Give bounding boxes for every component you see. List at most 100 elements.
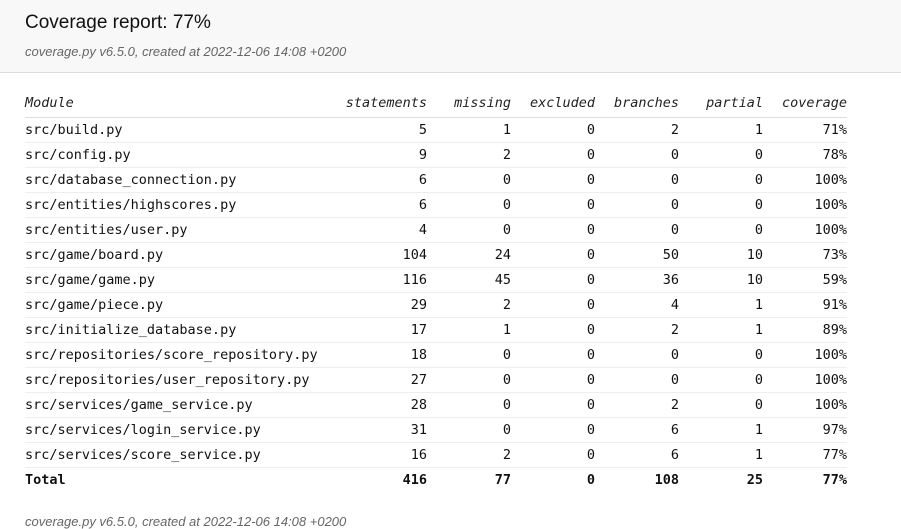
cell-partial: 1 <box>679 292 763 318</box>
total-missing: 77 <box>494 472 511 488</box>
coverage-table: Module statements missing excluded branches p… <box>25 89 847 492</box>
cell-missing: 0 <box>427 217 511 243</box>
cell-partial: 1 <box>679 317 763 343</box>
footer-meta: coverage.py v6.5.0, created at 2022-12-0… <box>25 514 347 529</box>
module-link[interactable]: src/game/game.py <box>25 267 343 293</box>
cell-missing: 0 <box>427 167 511 193</box>
cell-coverage: 71% <box>763 117 847 143</box>
cell-coverage: 100% <box>763 217 847 243</box>
total-label: Total <box>25 472 66 488</box>
table-row: src/build.py 5 1 0 2 1 71% <box>25 117 847 143</box>
column-header-statements[interactable]: statements <box>343 89 427 118</box>
cell-coverage: 100% <box>763 192 847 218</box>
cell-missing: 0 <box>427 342 511 368</box>
column-header-partial[interactable]: partial <box>679 89 763 118</box>
cell-excluded: 0 <box>511 117 595 143</box>
total-branches: 108 <box>654 472 679 488</box>
module-link[interactable]: src/repositories/user_repository.py <box>25 367 343 393</box>
module-link[interactable]: src/game/piece.py <box>25 292 343 318</box>
cell-missing: 24 <box>427 242 511 268</box>
cell-partial: 0 <box>679 367 763 393</box>
cell-statements: 6 <box>343 192 427 218</box>
column-header-coverage[interactable]: coverage <box>763 89 847 118</box>
cell-partial: 0 <box>679 142 763 168</box>
cell-missing: 0 <box>427 417 511 443</box>
cell-partial: 0 <box>679 192 763 218</box>
cell-partial: 10 <box>679 267 763 293</box>
cell-missing: 1 <box>427 317 511 343</box>
cell-statements: 5 <box>343 117 427 143</box>
table-row: src/repositories/score_repository.py 18 0 0… <box>25 342 847 368</box>
module-link[interactable]: src/entities/user.py <box>25 217 343 243</box>
cell-coverage: 73% <box>763 242 847 268</box>
cell-statements: 104 <box>343 242 427 268</box>
cell-missing: 2 <box>427 292 511 318</box>
cell-statements: 27 <box>343 367 427 393</box>
cell-branches: 6 <box>595 442 679 468</box>
cell-branches: 50 <box>595 242 679 268</box>
module-link[interactable]: src/database_connection.py <box>25 167 343 193</box>
cell-statements: 16 <box>343 442 427 468</box>
cell-missing: 2 <box>427 442 511 468</box>
cell-excluded: 0 <box>511 192 595 218</box>
cell-missing: 0 <box>427 392 511 418</box>
cell-coverage: 89% <box>763 317 847 343</box>
cell-excluded: 0 <box>511 217 595 243</box>
cell-partial: 10 <box>679 242 763 268</box>
cell-excluded: 0 <box>511 267 595 293</box>
cell-branches: 6 <box>595 417 679 443</box>
table-body: src/build.py 5 1 0 2 1 71% src/config.py 9 2 0 0 0 78… <box>25 117 847 468</box>
total-row: Total 416 77 0 108 25 77% <box>25 468 847 493</box>
module-link[interactable]: src/services/score_service.py <box>25 442 343 468</box>
cell-branches: 2 <box>595 317 679 343</box>
cell-statements: 116 <box>343 267 427 293</box>
cell-coverage: 97% <box>763 417 847 443</box>
module-link[interactable]: src/services/login_service.py <box>25 417 343 443</box>
cell-statements: 28 <box>343 392 427 418</box>
cell-branches: 0 <box>595 142 679 168</box>
module-link[interactable]: src/repositories/score_repository.py <box>25 342 343 368</box>
column-header-module[interactable]: Module <box>25 89 343 118</box>
total-coverage: 77% <box>822 472 847 488</box>
cell-branches: 36 <box>595 267 679 293</box>
cell-excluded: 0 <box>511 292 595 318</box>
module-link[interactable]: src/services/game_service.py <box>25 392 343 418</box>
cell-branches: 0 <box>595 192 679 218</box>
total-statements: 416 <box>402 472 427 488</box>
cell-missing: 0 <box>427 367 511 393</box>
main-content: Module statements missing excluded branches p… <box>0 73 901 492</box>
table-row: src/database_connection.py 6 0 0 0 0 100% <box>25 167 847 193</box>
column-header-branches[interactable]: branches <box>595 89 679 118</box>
module-link[interactable]: src/config.py <box>25 142 343 168</box>
cell-missing: 1 <box>427 117 511 143</box>
cell-branches: 2 <box>595 117 679 143</box>
cell-branches: 4 <box>595 292 679 318</box>
cell-branches: 0 <box>595 167 679 193</box>
module-link[interactable]: src/game/board.py <box>25 242 343 268</box>
module-link[interactable]: src/entities/highscores.py <box>25 192 343 218</box>
cell-statements: 6 <box>343 167 427 193</box>
cell-missing: 45 <box>427 267 511 293</box>
total-excluded: 0 <box>586 472 595 488</box>
cell-branches: 0 <box>595 367 679 393</box>
module-link[interactable]: src/initialize_database.py <box>25 317 343 343</box>
table-row: src/config.py 9 2 0 0 0 78% <box>25 142 847 168</box>
report-footer: coverage.py v6.5.0, created at 2022-12-0… <box>0 492 901 529</box>
module-link[interactable]: src/build.py <box>25 117 343 143</box>
table-row: src/entities/user.py 4 0 0 0 0 100% <box>25 217 847 243</box>
table-row: src/services/game_service.py 28 0 0 2 0 100% <box>25 392 847 418</box>
page-title: Coverage report: 77% <box>25 12 211 33</box>
cell-excluded: 0 <box>511 167 595 193</box>
cell-partial: 0 <box>679 342 763 368</box>
total-partial: 25 <box>746 472 763 488</box>
cell-coverage: 91% <box>763 292 847 318</box>
table-row: src/repositories/user_repository.py 27 0 0 0… <box>25 367 847 393</box>
cell-branches: 0 <box>595 217 679 243</box>
cell-missing: 2 <box>427 142 511 168</box>
cell-coverage: 100% <box>763 367 847 393</box>
cell-excluded: 0 <box>511 417 595 443</box>
table-row: src/initialize_database.py 17 1 0 2 1 89% <box>25 317 847 343</box>
cell-coverage: 100% <box>763 342 847 368</box>
column-header-excluded[interactable]: excluded <box>511 89 595 118</box>
column-header-missing[interactable]: missing <box>427 89 511 118</box>
